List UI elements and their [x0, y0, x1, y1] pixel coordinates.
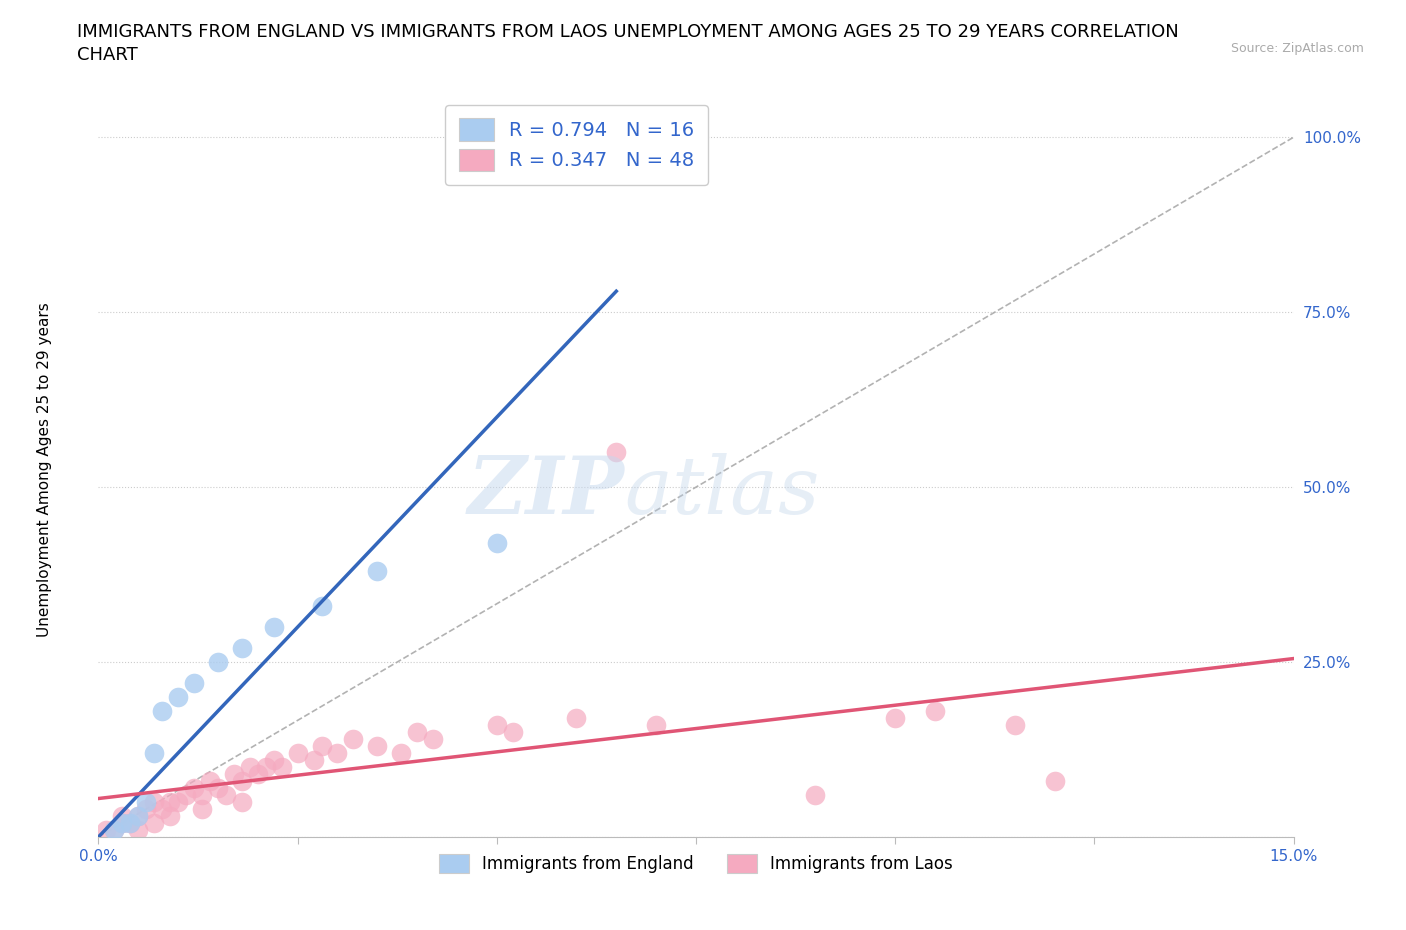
Point [222, 766, 245, 781]
Point [191, 802, 214, 817]
Point [143, 816, 166, 830]
Point [605, 165, 627, 179]
Point [246, 766, 269, 781]
Point [254, 760, 277, 775]
Point [127, 808, 149, 823]
Text: CHART: CHART [77, 46, 138, 64]
Point [884, 711, 907, 725]
Point [565, 711, 588, 725]
Point [207, 780, 229, 795]
Point [135, 802, 157, 817]
Point [502, 724, 524, 739]
Point [311, 599, 333, 614]
Point [143, 794, 166, 809]
Point [174, 788, 197, 803]
Point [485, 536, 508, 551]
Point [159, 794, 181, 809]
Point [366, 564, 388, 578]
Point [645, 718, 668, 733]
Point [183, 780, 205, 795]
Point [120, 816, 142, 830]
Point [311, 738, 333, 753]
Point [111, 816, 134, 830]
Point [135, 794, 157, 809]
Point [103, 822, 125, 837]
Point [1004, 718, 1026, 733]
Point [924, 704, 946, 719]
Point [215, 788, 238, 803]
Text: Source: ZipAtlas.com: Source: ZipAtlas.com [1230, 42, 1364, 55]
Point [103, 822, 125, 837]
Point [326, 746, 349, 761]
Point [207, 655, 229, 670]
Point [96, 822, 118, 837]
Point [150, 802, 173, 817]
Text: atlas: atlas [624, 453, 820, 530]
Point [231, 774, 253, 789]
Point [143, 746, 166, 761]
Point [366, 738, 388, 753]
Point [302, 752, 325, 767]
Point [342, 732, 364, 747]
Point [231, 641, 253, 656]
Point [183, 675, 205, 690]
Point [231, 794, 253, 809]
Point [167, 690, 190, 705]
Point [263, 619, 285, 634]
Point [198, 774, 221, 789]
Point [485, 718, 508, 733]
Point [605, 445, 627, 459]
Point [270, 760, 292, 775]
Point [120, 816, 142, 830]
Text: Unemployment Among Ages 25 to 29 years: Unemployment Among Ages 25 to 29 years [37, 302, 52, 637]
Point [111, 816, 134, 830]
Text: IMMIGRANTS FROM ENGLAND VS IMMIGRANTS FROM LAOS UNEMPLOYMENT AMONG AGES 25 TO 29: IMMIGRANTS FROM ENGLAND VS IMMIGRANTS FR… [77, 23, 1180, 41]
Point [127, 808, 149, 823]
Point [127, 822, 149, 837]
Point [167, 794, 190, 809]
Point [191, 788, 214, 803]
Point [287, 746, 309, 761]
Point [239, 760, 262, 775]
Point [1043, 774, 1066, 789]
Text: ZIP: ZIP [467, 453, 624, 530]
Point [389, 746, 412, 761]
Point [406, 724, 429, 739]
Point [263, 752, 285, 767]
Legend: Immigrants from England, Immigrants from Laos: Immigrants from England, Immigrants from… [432, 847, 960, 880]
Point [804, 788, 827, 803]
Point [159, 808, 181, 823]
Point [111, 808, 134, 823]
Point [150, 704, 173, 719]
Point [422, 732, 444, 747]
